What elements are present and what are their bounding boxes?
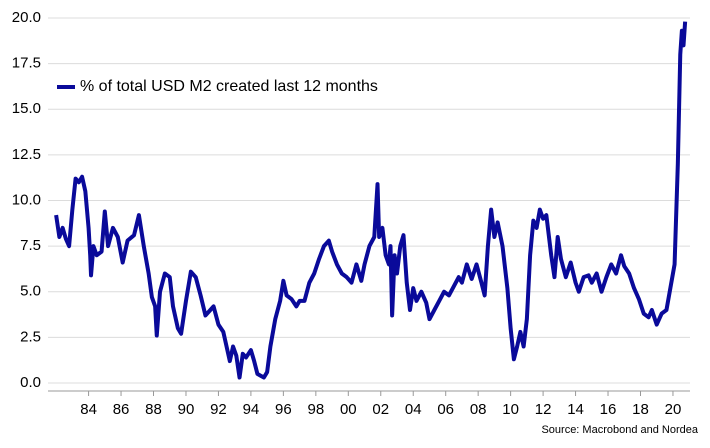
y-tick-label: 2.5 <box>20 328 41 345</box>
x-tick-label: 96 <box>275 401 292 418</box>
x-tick-label: 06 <box>437 401 454 418</box>
y-tick-label: 0.0 <box>20 374 41 391</box>
y-tick-label: 17.5 <box>12 55 41 72</box>
x-tick-label: 88 <box>145 401 162 418</box>
x-tick-label: 94 <box>243 401 260 418</box>
x-tick-label: 04 <box>405 401 422 418</box>
y-tick-label: 15.0 <box>12 100 41 117</box>
x-tick-label: 98 <box>307 401 324 418</box>
x-tick-label: 08 <box>470 401 487 418</box>
y-tick-label: 5.0 <box>20 283 41 300</box>
x-tick-label: 10 <box>502 401 519 418</box>
x-tick-label: 20 <box>665 401 682 418</box>
x-tick-label: 02 <box>372 401 389 418</box>
y-tick-label: 12.5 <box>12 146 41 163</box>
x-tick-label: 12 <box>535 401 552 418</box>
x-tick-label: 14 <box>567 401 584 418</box>
legend-label: % of total USD M2 created last 12 months <box>80 78 378 95</box>
x-tick-label: 18 <box>632 401 649 418</box>
y-tick-label: 7.5 <box>20 237 41 254</box>
x-tick-label: 92 <box>210 401 227 418</box>
source: Source: Macrobond and Nordea <box>541 424 698 436</box>
y-tick-label: 20.0 <box>12 9 41 26</box>
x-tick-label: 86 <box>113 401 130 418</box>
x-tick-label: 00 <box>340 401 357 418</box>
x-tick-label: 90 <box>178 401 195 418</box>
x-tick-label: 16 <box>600 401 617 418</box>
y-tick-label: 10.0 <box>12 191 41 208</box>
x-tick-label: 84 <box>80 401 97 418</box>
line-series <box>54 21 688 380</box>
